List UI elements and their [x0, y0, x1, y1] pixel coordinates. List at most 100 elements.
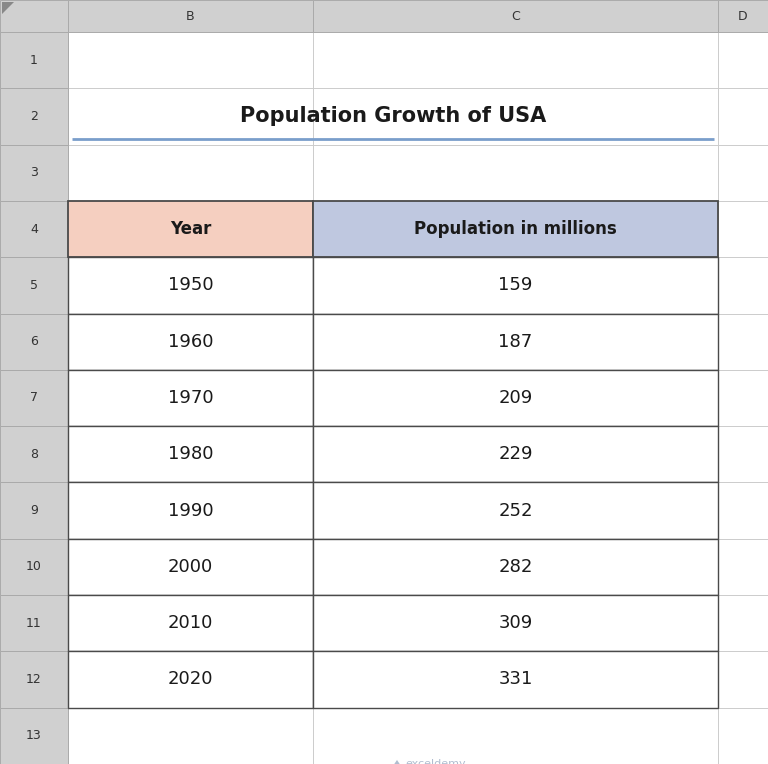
Text: 13: 13	[26, 730, 42, 743]
Bar	[68, 313, 313, 370]
Text: 12: 12	[26, 673, 42, 686]
Text: 229: 229	[498, 445, 533, 463]
Bar	[0, 32, 68, 89]
Bar	[313, 707, 718, 764]
Bar	[68, 313, 313, 370]
Bar	[718, 539, 768, 595]
Bar	[313, 89, 718, 144]
Bar	[0, 426, 68, 482]
Bar	[0, 595, 68, 651]
Bar	[0, 370, 68, 426]
Bar	[313, 201, 718, 257]
Bar	[718, 201, 768, 257]
Bar	[313, 0, 718, 32]
Bar	[313, 482, 718, 539]
Bar	[313, 482, 718, 539]
Bar	[0, 707, 68, 764]
Bar	[68, 595, 313, 651]
Polygon shape	[389, 760, 405, 764]
Bar	[68, 539, 313, 595]
Bar	[68, 482, 313, 539]
Bar	[313, 651, 718, 707]
Bar	[0, 651, 68, 707]
Bar	[68, 257, 313, 313]
Text: 309: 309	[498, 614, 533, 632]
Bar	[68, 370, 313, 426]
Text: Population Growth of USA: Population Growth of USA	[240, 106, 546, 127]
Text: 1990: 1990	[167, 501, 214, 520]
Bar	[68, 426, 313, 482]
Text: 8: 8	[30, 448, 38, 461]
Bar	[313, 313, 718, 370]
Bar	[0, 539, 68, 595]
Bar	[0, 257, 68, 313]
Bar	[313, 370, 718, 426]
Text: 1950: 1950	[167, 277, 214, 294]
Bar	[68, 201, 313, 257]
Bar	[313, 539, 718, 595]
Bar	[313, 201, 718, 257]
Text: 2: 2	[30, 110, 38, 123]
Text: 252: 252	[498, 501, 533, 520]
Text: 331: 331	[498, 671, 533, 688]
Bar	[718, 257, 768, 313]
Bar	[68, 539, 313, 595]
Bar	[68, 201, 313, 257]
Bar	[718, 482, 768, 539]
Bar	[718, 0, 768, 32]
Bar	[0, 144, 68, 201]
Polygon shape	[2, 2, 14, 14]
Bar	[313, 595, 718, 651]
Text: 6: 6	[30, 335, 38, 348]
Bar	[313, 370, 718, 426]
Text: 187: 187	[498, 332, 533, 351]
Bar	[313, 539, 718, 595]
Bar	[0, 89, 68, 144]
Text: 282: 282	[498, 558, 533, 576]
Text: 4: 4	[30, 222, 38, 235]
Bar	[313, 144, 718, 201]
Text: 2010: 2010	[168, 614, 214, 632]
Bar	[68, 32, 313, 89]
Text: 11: 11	[26, 617, 42, 630]
Bar	[68, 651, 313, 707]
Bar	[313, 257, 718, 313]
Bar	[68, 707, 313, 764]
Text: exceldemy: exceldemy	[405, 759, 465, 764]
Text: 1960: 1960	[167, 332, 214, 351]
Bar	[718, 595, 768, 651]
Text: D: D	[738, 9, 748, 22]
Bar	[66, 30, 720, 764]
Text: 7: 7	[30, 391, 38, 404]
Bar	[718, 707, 768, 764]
Bar	[0, 313, 68, 370]
Bar	[313, 595, 718, 651]
Bar	[0, 482, 68, 539]
Text: 5: 5	[30, 279, 38, 292]
Bar	[68, 595, 313, 651]
Text: 9: 9	[30, 504, 38, 517]
Text: 1980: 1980	[167, 445, 214, 463]
Bar	[68, 482, 313, 539]
Bar	[68, 651, 313, 707]
Text: C: C	[511, 9, 520, 22]
Bar	[0, 0, 68, 32]
Bar	[68, 0, 313, 32]
Text: 1: 1	[30, 53, 38, 66]
Text: 2000: 2000	[168, 558, 214, 576]
Bar	[68, 89, 313, 144]
Text: 2020: 2020	[167, 671, 214, 688]
Bar	[313, 257, 718, 313]
Bar	[718, 32, 768, 89]
Text: 1970: 1970	[167, 389, 214, 407]
Bar	[0, 201, 68, 257]
Text: B: B	[186, 9, 195, 22]
Text: 159: 159	[498, 277, 533, 294]
Bar	[313, 651, 718, 707]
Bar	[313, 426, 718, 482]
Bar	[313, 426, 718, 482]
Bar	[718, 426, 768, 482]
Bar	[68, 144, 313, 201]
Text: Population in millions: Population in millions	[414, 220, 617, 238]
Bar	[68, 426, 313, 482]
